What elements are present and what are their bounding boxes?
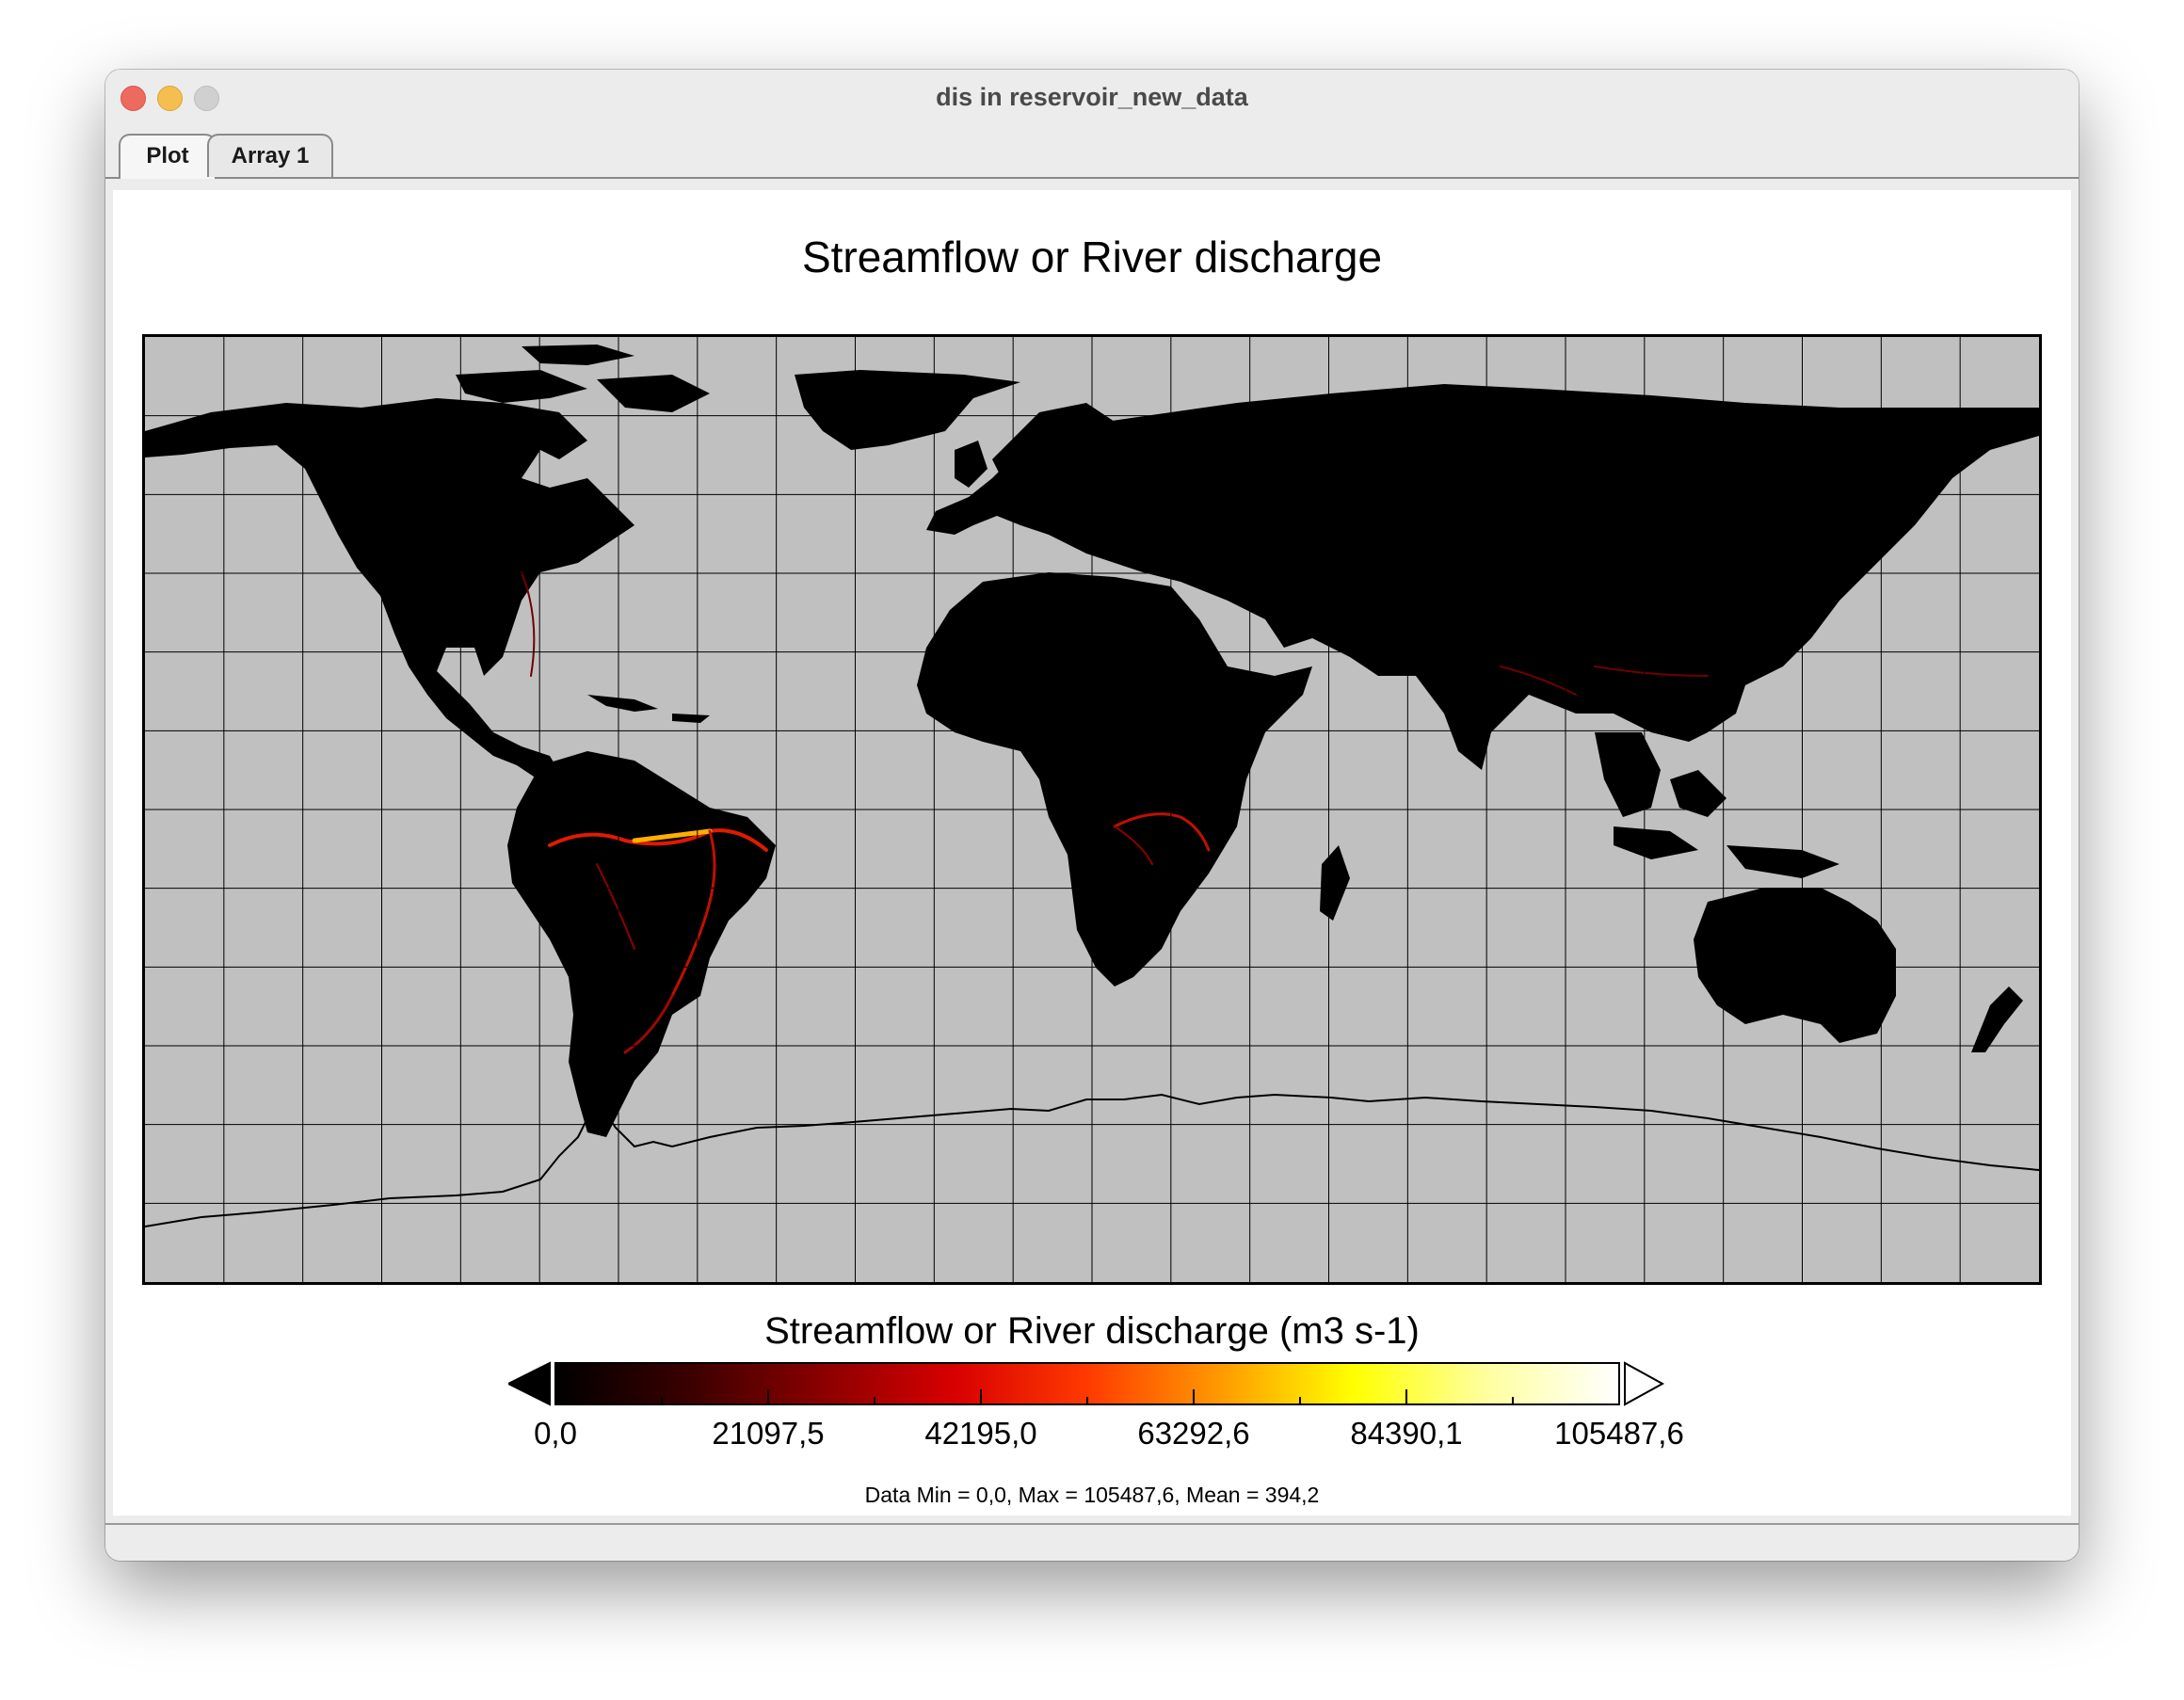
colorbar-tick-marks	[661, 1389, 1514, 1404]
parana-river	[623, 994, 674, 1054]
colorbar-max-extension	[1624, 1361, 1665, 1406]
colorbar-tick-label: 21097,5	[712, 1416, 825, 1451]
japan	[1802, 539, 1844, 601]
app-window: dis in reservoir_new_data Plot Array 1 S…	[105, 70, 2079, 1561]
zoom-button[interactable]	[194, 86, 219, 111]
status-bar	[105, 1523, 2079, 1561]
yangtze-river	[1594, 666, 1709, 677]
congo-river	[1113, 812, 1211, 852]
antarctica-coast	[145, 1093, 2039, 1227]
colorbar-min-extension	[508, 1361, 551, 1406]
tab-plot[interactable]: Plot	[119, 134, 217, 179]
amazon-tributary-2	[596, 863, 635, 950]
british-isles	[955, 441, 988, 488]
australia	[1694, 888, 1896, 1043]
southeast-asia	[1595, 732, 1839, 878]
amazon-tributary-1	[670, 829, 716, 998]
congo-trib	[1114, 826, 1153, 865]
plot-panel: Streamflow or River discharge	[113, 190, 2071, 1516]
colorbar-tick-label: 0,0	[534, 1416, 577, 1451]
map-plot	[142, 334, 2042, 1285]
amazon-main	[632, 828, 713, 843]
greenland	[795, 370, 1020, 450]
graticule	[145, 337, 2039, 1282]
colorbar-tick-label: 63292,6	[1137, 1416, 1250, 1451]
river-network	[521, 571, 1709, 1054]
amazon-river	[548, 828, 768, 852]
scandinavia	[992, 403, 1115, 478]
world-map	[145, 337, 2039, 1282]
minimize-button[interactable]	[157, 86, 183, 111]
colorbar	[508, 1361, 1665, 1406]
title-bar: dis in reservoir_new_data	[105, 70, 2079, 125]
window-title: dis in reservoir_new_data	[936, 83, 1248, 111]
madagascar	[1320, 845, 1350, 921]
data-stats: Data Min = 0,0, Max = 105487,6, Mean = 3…	[864, 1483, 1320, 1507]
plot-title: Streamflow or River discharge	[801, 233, 1383, 281]
tab-array-1[interactable]: Array 1	[207, 134, 333, 177]
colorbar-title: Streamflow or River discharge (m3 s-1)	[764, 1310, 1420, 1352]
close-button[interactable]	[120, 86, 146, 111]
colorbar-tick-label: 42195,0	[924, 1416, 1037, 1451]
colorbar-tick-label: 105487,6	[1554, 1416, 1684, 1451]
new-zealand	[1971, 986, 2023, 1052]
eurasia	[926, 384, 2039, 770]
ganges-river	[1500, 666, 1577, 696]
tab-bar: Plot Array 1	[105, 124, 2079, 179]
africa	[917, 572, 1312, 986]
colorbar-tick-label: 84390,1	[1350, 1416, 1463, 1451]
arctic-islands	[456, 345, 710, 412]
mississippi-river	[521, 571, 536, 677]
south-america	[507, 751, 776, 1137]
